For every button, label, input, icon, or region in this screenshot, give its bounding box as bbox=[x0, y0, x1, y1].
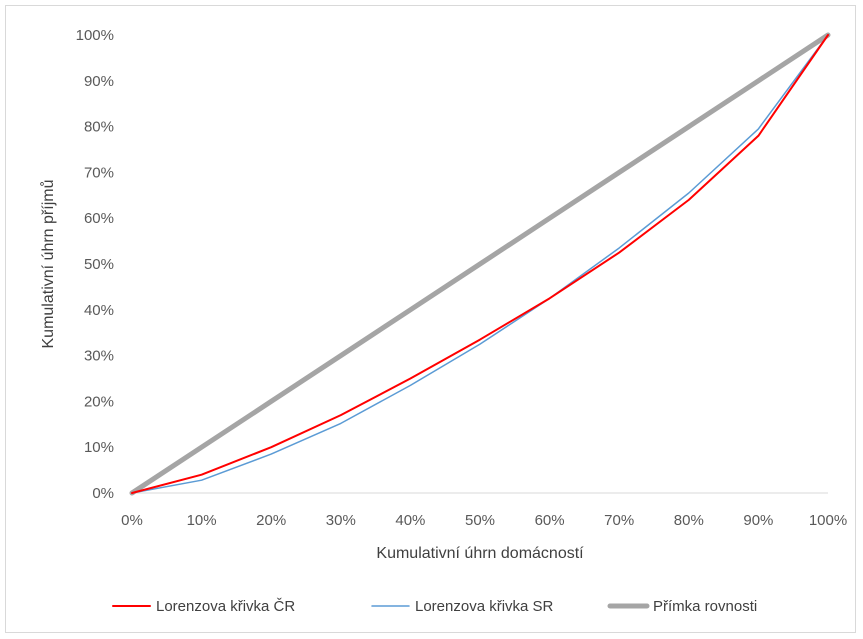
y-tick-label: 100% bbox=[76, 27, 114, 44]
x-tick-label: 40% bbox=[395, 512, 425, 529]
legend: Lorenzova křivka ČR Lorenzova křivka SR Př… bbox=[112, 598, 757, 615]
x-axis-title: Kumulativní úhrn domácností bbox=[376, 545, 584, 562]
x-tick-label: 60% bbox=[535, 512, 565, 529]
x-tick-label: 70% bbox=[604, 512, 634, 529]
y-tick-label: 70% bbox=[84, 164, 114, 181]
legend-label: Přímka rovnosti bbox=[653, 598, 757, 615]
x-axis-tick-labels: 0% 10% 20% 30% 40% 50% 60% 70% 80% 90% 100% bbox=[121, 512, 847, 529]
y-axis-tick-labels: 0% 10% 20% 30% 40% 50% 60% 70% 80% 90% 100% bbox=[76, 27, 114, 502]
y-tick-label: 50% bbox=[84, 256, 114, 273]
legend-label: Lorenzova křivka SR bbox=[415, 598, 554, 615]
legend-item-0: Lorenzova křivka ČR bbox=[112, 598, 295, 615]
legend-label: Lorenzova křivka ČR bbox=[156, 598, 295, 615]
y-axis-title: Kumulativní úhrn příjmů bbox=[39, 180, 57, 349]
series-line-1 bbox=[131, 34, 829, 494]
series-line-0 bbox=[131, 34, 829, 494]
x-tick-label: 100% bbox=[809, 512, 847, 529]
legend-item-2: Přímka rovnosti bbox=[607, 598, 757, 615]
x-tick-label: 0% bbox=[121, 512, 143, 529]
y-tick-label: 10% bbox=[84, 439, 114, 456]
series-line-2 bbox=[129, 32, 831, 496]
x-tick-label: 80% bbox=[674, 512, 704, 529]
y-tick-label: 0% bbox=[92, 485, 114, 502]
x-tick-label: 50% bbox=[465, 512, 495, 529]
x-tick-label: 30% bbox=[326, 512, 356, 529]
y-tick-label: 40% bbox=[84, 302, 114, 319]
y-tick-label: 80% bbox=[84, 119, 114, 136]
x-tick-label: 10% bbox=[187, 512, 217, 529]
y-tick-label: 90% bbox=[84, 73, 114, 90]
y-tick-label: 60% bbox=[84, 210, 114, 227]
legend-item-1: Lorenzova křivka SR bbox=[371, 598, 554, 615]
x-tick-label: 20% bbox=[256, 512, 286, 529]
y-tick-label: 20% bbox=[84, 393, 114, 410]
y-tick-label: 30% bbox=[84, 348, 114, 365]
series-lines bbox=[129, 32, 831, 496]
x-tick-label: 90% bbox=[743, 512, 773, 529]
